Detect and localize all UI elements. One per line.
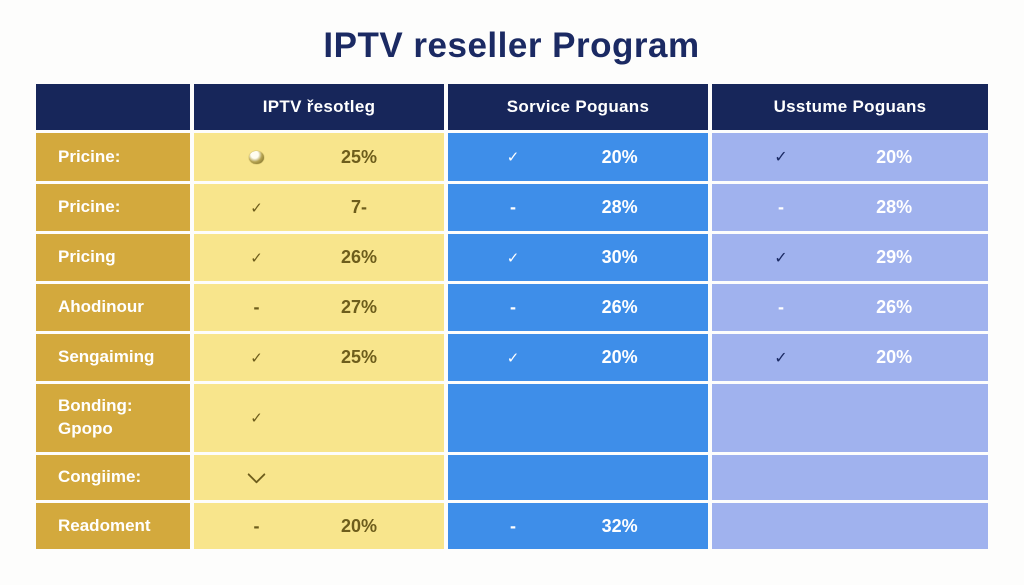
plan-cell: ✓ [194,384,444,452]
value-text: 26% [601,297,638,317]
mark-zone: ✓ [712,248,850,268]
header-cell: Usstume Poguans [712,84,988,130]
plan-cell [194,455,444,500]
mark-zone: ✓ [448,349,578,367]
value-text: 25% [340,347,378,367]
plan-cell [712,503,988,549]
dash-icon: - [253,515,260,536]
dash-icon: - [778,297,784,317]
value-text: 28% [876,197,913,217]
check-icon: ✓ [774,149,788,166]
header-cell: IPTV řesotleg [194,84,444,130]
mark-zone: - [194,516,319,537]
header-cell: Sorvice Poguans [448,84,708,130]
plan-cell: ✓ 25% [194,334,444,381]
plan-cell: - 27% [194,284,444,331]
plan-cell [448,384,708,452]
mark-zone: - [712,297,850,318]
mark-zone: ✓ [448,148,578,166]
plan-cell: ✓ 30% [448,234,708,281]
plan-cell [712,455,988,500]
row-label: Pricing [36,234,190,281]
header-label: Usstume Poguans [773,97,927,116]
check-icon: ✓ [774,349,788,367]
plan-cell: ✓ 20% [448,334,708,381]
mark-zone: ✓ [448,249,578,267]
value-text: 20% [601,146,638,167]
check-icon: ✓ [506,149,520,166]
value-text: 20% [340,515,378,536]
mark-zone: - [448,516,578,537]
plan-cell [712,384,988,452]
plan-cell: ✓ 26% [194,234,444,281]
check-icon: ✓ [506,349,520,367]
check-icon: ✓ [250,349,263,367]
value-text: 29% [876,247,913,267]
plan-cell: - 28% [712,184,988,231]
plan-cell: ✓ 7- [194,184,444,231]
check-icon: ✓ [506,249,520,267]
plan-cell: - 26% [712,284,988,331]
row-label: Pricine: [36,184,190,231]
mark-zone: - [448,297,578,318]
plan-cell: - 20% [194,503,444,549]
mark-zone: ✓ [194,409,319,427]
row-label: Bonding: Gpopo [36,384,190,452]
value-text: 25% [340,146,378,167]
value-text: 7- [350,197,367,217]
value-text: 32% [601,515,638,536]
mark-zone: - [712,197,850,218]
mark-zone: ✓ [194,349,319,367]
plan-cell: - 32% [448,503,708,549]
row-label: Ahodinour [36,284,190,331]
value-text: 26% [876,297,913,317]
plan-cell: ✓ 20% [712,133,988,181]
page-title: IPTV reseller Program [323,26,700,65]
row-label: Pricine: [36,133,190,181]
chevron-down-icon [247,465,266,484]
plan-cell: - 26% [448,284,708,331]
mark-zone: ✓ [712,348,850,368]
mark-zone: ✓ [712,147,850,167]
value-text: 28% [601,197,638,217]
row-label: Sengaiming [36,334,190,381]
value-text: 30% [601,247,638,267]
infographic-page: IPTV reseller Program IPTV řesotleg Sorvi… [36,0,988,549]
mark-zone [194,465,319,484]
mark-zone: - [448,197,578,218]
plan-cell [448,455,708,500]
dash-icon: - [778,197,784,217]
header-cell-blank [36,84,190,130]
dash-icon: - [510,515,516,536]
plan-cell: ✓ 20% [712,334,988,381]
plan-cell: - 28% [448,184,708,231]
mark-zone: ✓ [194,249,319,267]
dash-icon: - [253,297,260,317]
swirl-icon [249,150,264,164]
value-text: 20% [601,347,638,367]
dash-icon: - [510,297,516,317]
check-icon: ✓ [774,249,788,267]
value-text: 27% [340,297,378,317]
plan-cell: 25% [194,133,444,181]
value-text: 20% [876,347,913,367]
plan-cell: ✓ 29% [712,234,988,281]
header-label: IPTV řesotleg [262,97,376,116]
dash-icon: - [510,197,516,217]
mark-zone: ✓ [194,199,319,217]
mark-zone: - [194,297,319,318]
check-icon: ✓ [250,410,263,427]
check-icon: ✓ [250,249,263,267]
value-text: 26% [340,247,378,267]
comparison-table: IPTV řesotleg Sorvice Poguans Usstume Pogu… [36,84,988,549]
header-label: Sorvice Poguans [506,97,650,116]
row-label: Congiime: [36,455,190,500]
check-icon: ✓ [250,199,263,217]
value-text: 20% [876,146,913,167]
row-label: Readoment [36,503,190,549]
mark-zone [194,150,319,164]
plan-cell: ✓ 20% [448,133,708,181]
